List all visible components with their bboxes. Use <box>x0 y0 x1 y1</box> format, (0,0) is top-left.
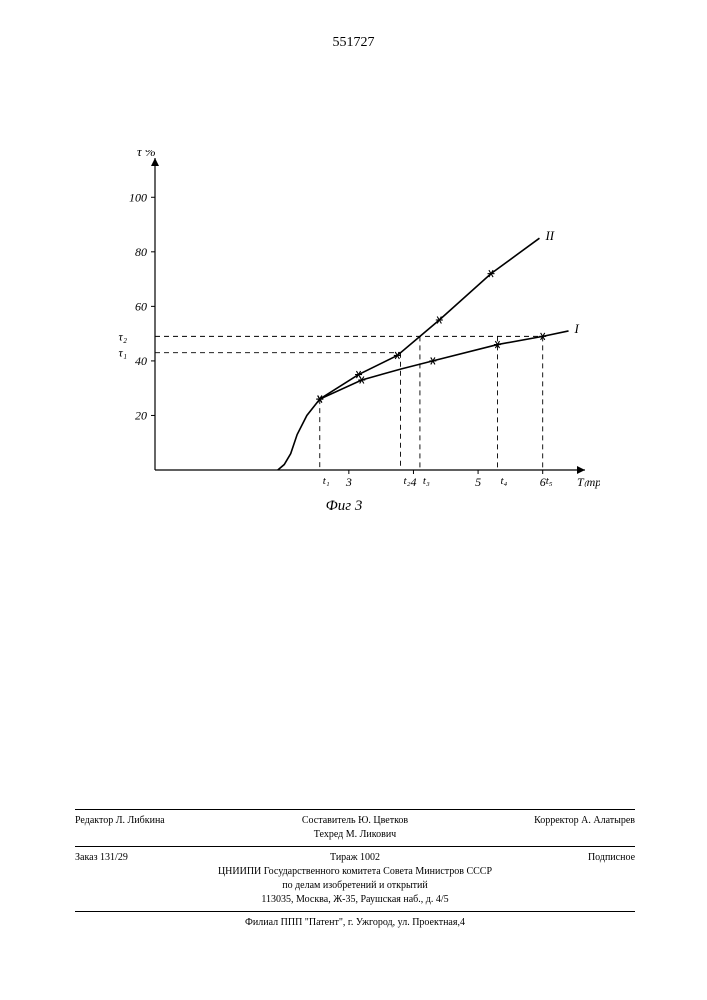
svg-text:t₁: t₁ <box>323 475 330 487</box>
svg-text:t₃: t₃ <box>423 475 430 487</box>
printrun-value: 1002 <box>360 852 380 863</box>
svg-text:t₅: t₅ <box>546 475 553 487</box>
svg-text:Фиг 3: Фиг 3 <box>326 498 363 514</box>
svg-text:I: I <box>574 321 580 336</box>
svg-text:II: II <box>544 228 554 243</box>
svg-text:t₂: t₂ <box>404 475 411 487</box>
svg-text:3: 3 <box>345 475 352 489</box>
printrun-label: Тираж <box>330 852 358 863</box>
org-line3: 113035, Москва, Ж-35, Раушская наб., д. … <box>75 893 635 907</box>
svg-text:t₄: t₄ <box>500 475 507 487</box>
svg-text:τ₂: τ₂ <box>119 329 127 343</box>
order-value: 131/29 <box>100 852 128 863</box>
svg-text:80: 80 <box>135 245 147 259</box>
svg-text:100: 100 <box>129 190 147 204</box>
proof-name: А. Алатырев <box>581 815 635 826</box>
proof-label: Корректор <box>534 815 579 826</box>
composer-name: Ю. Цветков <box>358 815 408 826</box>
editor-label: Редактор <box>75 815 113 826</box>
chart: 204060801003456τ %T₍тр₎ (мин)τ₂τ₁t₁t₂t₃t… <box>100 150 600 530</box>
branch: Филиал ППП "Патент", г. Ужгород, ул. Про… <box>75 916 635 930</box>
svg-text:20: 20 <box>135 408 147 422</box>
footer-block: Редактор Л. Либкина Составитель Ю. Цветк… <box>75 805 635 930</box>
svg-text:60: 60 <box>135 299 147 313</box>
page-number: 551727 <box>0 35 707 51</box>
svg-text:40: 40 <box>135 354 147 368</box>
svg-text:4: 4 <box>410 475 416 489</box>
subscription: Подписное <box>468 851 635 865</box>
svg-text:T₍тр₎ (мин): T₍тр₎ (мин) <box>577 475 600 489</box>
svg-text:5: 5 <box>475 475 481 489</box>
tech-label: Техред <box>314 829 343 840</box>
svg-text:τ %: τ % <box>137 150 156 159</box>
org-line2: по делам изобретений и открытий <box>75 879 635 893</box>
order-label: Заказ <box>75 852 98 863</box>
composer-label: Составитель <box>302 815 356 826</box>
tech-name: М. Ликович <box>346 829 396 840</box>
org-line1: ЦНИИПИ Государственного комитета Совета … <box>75 865 635 879</box>
svg-text:τ₁: τ₁ <box>119 346 127 360</box>
editor-name: Л. Либкина <box>116 815 165 826</box>
